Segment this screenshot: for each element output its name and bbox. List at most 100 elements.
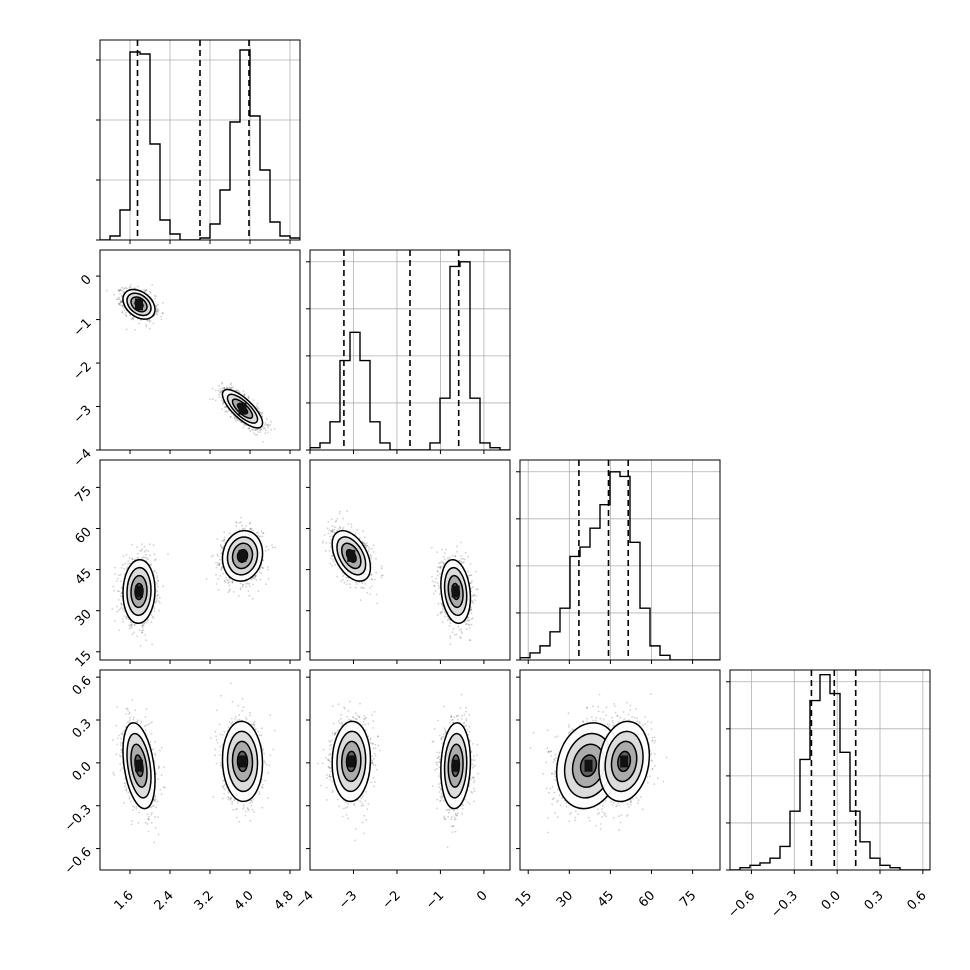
density-peak-2 [238,402,247,415]
scatter-point [143,556,145,558]
scatter-point [113,589,116,592]
scatter-point [473,594,475,597]
scatter-point [247,590,250,592]
scatter-point [261,413,263,415]
scatter-point [119,594,122,597]
scatter-point [435,577,438,580]
scatter-point [249,528,252,530]
scatter-point [130,626,133,629]
scatter-point [459,636,462,639]
scatter-point [267,424,270,427]
scatter-point [254,433,257,436]
scatter-point [467,616,469,619]
scatter-point [243,423,245,426]
scatter-point [116,577,119,580]
scatter-point [120,591,123,594]
scatter-point [254,576,257,579]
hist-panel-1 [96,39,301,244]
scatter-point [121,311,124,313]
scatter-point [451,631,454,634]
scatter-point [259,429,261,432]
scatter-point [117,598,120,601]
scatter-point [249,521,252,524]
scatter-point [152,322,155,325]
scatter-point [251,428,253,431]
scatter-point [260,566,263,568]
hist-frame-2 [309,249,511,451]
scatter-point [143,545,146,548]
scatter-point [230,383,232,386]
scatter-point [433,592,435,595]
scatter-point [156,308,159,311]
scatter-point [235,521,238,524]
scatter-point [470,587,473,590]
scatter-point [242,390,245,392]
scatter-point [141,625,144,627]
scatter-point [243,394,246,396]
scatter-point [259,428,262,431]
scatter-point [119,288,122,291]
scatter-point [123,568,125,570]
scatter-point [154,569,156,572]
scatter-point [254,429,256,431]
panel-2-1 [96,249,301,454]
scatter-point [223,387,226,390]
scatter-point [221,539,224,542]
scatter-point [460,560,463,563]
scatter-point [131,623,133,626]
scatter-point [155,295,158,298]
scatter-point [125,616,128,618]
scatter-point [120,289,123,292]
scatter-point [137,285,139,288]
scatter-point [257,406,259,409]
scatter-point [155,304,158,307]
scatter-point [239,588,242,591]
scatter-point [148,319,151,321]
scatter-point [120,603,123,606]
scatter-point [229,578,231,581]
scatter-point [131,558,134,561]
scatter-point [150,563,153,566]
scatter-point [254,575,256,578]
scatter-point [129,625,132,628]
scatter-point [238,522,241,524]
scatter-point [219,390,222,392]
scatter-point [255,531,258,534]
scatter-point [160,318,163,321]
scatter-point [125,311,127,314]
scatter-point [154,601,157,604]
scatter-point [116,298,118,301]
scatter-point [118,296,120,299]
scatter-point [222,572,224,575]
scatter-point [136,552,139,555]
scatter-point [470,608,473,611]
scatter-point [156,583,159,585]
scatter-point [221,387,224,390]
scatter-point [121,286,124,289]
scatter-point [118,590,120,593]
scatter-point [141,548,143,550]
scatter-point [257,531,259,534]
scatter-point [118,609,120,611]
scatter-point [136,546,139,549]
scatter-point [162,585,165,588]
scatter-point [221,382,223,385]
scatter-point [444,613,447,615]
scatter-point [156,303,159,306]
scatter-point [230,387,233,390]
scatter-point [230,382,233,385]
scatter-point [211,387,214,390]
scatter-point [218,393,221,396]
histogram-2 [310,261,510,450]
scatter-point [257,431,259,433]
scatter-point [152,544,155,546]
scatter-point [162,312,164,314]
scatter-point [220,545,222,548]
scatter-point [228,581,231,583]
scatter-point [119,607,122,610]
scatter-point [227,582,230,584]
hist-panel-4 [726,669,931,874]
scatter-point [148,320,151,323]
scatter-point [270,421,273,423]
scatter-point [144,556,147,559]
